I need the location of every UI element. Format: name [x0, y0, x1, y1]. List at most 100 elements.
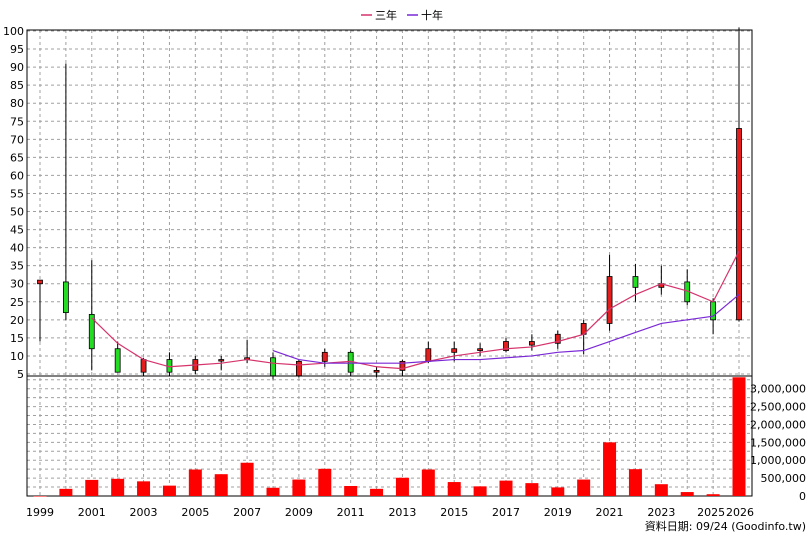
candle-body-2003	[140, 359, 147, 373]
price-tick-label: 40	[10, 242, 24, 255]
volume-tick-label: 0	[799, 490, 806, 503]
price-tick-label: 10	[10, 350, 24, 363]
candle-body-2014	[425, 348, 432, 362]
series-line-three-year	[91, 250, 740, 370]
year-tick-label: 2015	[440, 506, 468, 519]
price-tick-label: 70	[10, 133, 24, 146]
volume-bar-2012	[370, 488, 384, 496]
price-tick-label: 85	[10, 79, 24, 92]
chart-grid	[27, 30, 752, 496]
year-tick-label: 2011	[337, 506, 365, 519]
volume-bar-2016	[473, 486, 487, 496]
volume-tick-label: 2,000,000	[750, 418, 806, 431]
year-axis: 1999 2001 2003 2005 2007 2009 2011 2013 2015 2017…	[26, 506, 754, 519]
volume-tick-label: 1,500,000	[750, 436, 806, 449]
volume-bar-2005	[188, 469, 202, 496]
volume-bar-2018	[525, 483, 539, 496]
year-tick-label: 2023	[647, 506, 675, 519]
candle-body-2016	[477, 348, 484, 351]
price-tick-label: 65	[10, 151, 24, 164]
volume-bar-2019	[551, 487, 565, 496]
volume-bar-2003	[137, 481, 151, 496]
price-tick-label: 100	[3, 25, 24, 38]
volume-bar-2014	[421, 469, 435, 496]
volume-bar-2020	[577, 479, 591, 496]
year-tick-label: 1999	[26, 506, 54, 519]
volume-bar-2011	[344, 485, 358, 496]
candle-body-2022	[632, 276, 639, 288]
volume-bar-2024	[680, 492, 694, 496]
candle-body-2021	[606, 276, 613, 324]
price-tick-label: 45	[10, 224, 24, 237]
plot-border	[26, 29, 753, 497]
year-tick-label: 2017	[492, 506, 520, 519]
candle-body-2018	[528, 341, 535, 346]
volume-bar-2015	[447, 482, 461, 496]
price-tick-label: 15	[10, 332, 24, 345]
candle-body-1999	[37, 279, 43, 285]
volume-bar-2026	[732, 377, 746, 496]
volume-bars	[33, 377, 746, 497]
volume-tick-label: 500,000	[761, 472, 807, 485]
candle-body-2000	[62, 281, 69, 314]
candle-body-2013	[399, 360, 406, 371]
volume-bar-2017	[499, 480, 513, 496]
volume-bar-2002	[111, 478, 125, 496]
price-tick-label: 30	[10, 278, 24, 291]
volume-bar-2004	[162, 485, 176, 496]
legend: 三年 十年	[361, 8, 443, 22]
candle-body-2008	[270, 357, 276, 377]
footer-note: 資料日期: 09/24 (Goodinfo.tw)	[645, 519, 806, 533]
year-tick-label: 2003	[130, 506, 158, 519]
chart-frame	[26, 29, 753, 497]
candle-body-2017	[503, 341, 509, 351]
price-candles	[37, 27, 742, 380]
volume-bar-2023	[654, 484, 668, 496]
price-axis: 5 10 15 20 25 30 35 40 45 50 55 60 65 70 75 80 85 90 95 100	[3, 25, 24, 381]
volume-bar-2000	[59, 488, 73, 496]
candle-body-2006	[218, 359, 225, 362]
candle-body-2002	[114, 348, 121, 373]
volume-axis: 0 500,000 1,000,000 1,500,000 2,000,000 2,500…	[750, 383, 806, 503]
volume-bar-2013	[395, 477, 409, 496]
candle-body-2015	[451, 348, 458, 353]
price-tick-label: 90	[10, 61, 24, 74]
volume-tick-label: 1,000,000	[750, 454, 806, 467]
price-tick-label: 35	[10, 260, 24, 273]
volume-bar-2010	[318, 468, 332, 496]
year-tick-label: 2019	[544, 506, 572, 519]
volume-bar-2007	[240, 462, 254, 496]
candle-body-2009	[295, 360, 302, 377]
moving-average-lines	[91, 250, 740, 370]
candle-body-2001	[88, 314, 95, 350]
volume-bar-2022	[628, 469, 642, 496]
volume-bar-2021	[603, 442, 617, 496]
candle-body-2026	[736, 128, 742, 321]
volume-bar-2025	[706, 494, 720, 496]
price-tick-label: 80	[10, 97, 24, 110]
volume-tick-label: 3,000,000	[750, 383, 806, 396]
candle-body-2019	[554, 333, 561, 344]
candle-body-2025	[710, 301, 717, 321]
price-tick-label: 5	[17, 368, 24, 381]
price-tick-label: 25	[10, 296, 24, 309]
year-tick-label: 2007	[233, 506, 261, 519]
volume-bar-1999	[33, 496, 47, 497]
volume-tick-label: 2,500,000	[750, 401, 806, 414]
price-tick-label: 75	[10, 115, 24, 128]
candle-body-2010	[321, 351, 328, 362]
year-tick-label: 2021	[596, 506, 624, 519]
volume-bar-2006	[214, 474, 228, 496]
price-tick-label: 20	[10, 314, 24, 327]
legend-label-ten-year: 十年	[421, 8, 443, 22]
price-tick-label: 95	[10, 43, 24, 56]
candle-body-2012	[373, 369, 380, 373]
price-tick-label: 55	[10, 187, 24, 200]
year-tick-label: 2009	[285, 506, 313, 519]
year-tick-label: 2005	[181, 506, 209, 519]
volume-bar-2008	[266, 487, 280, 496]
volume-bar-2001	[85, 479, 99, 496]
year-tick-label: 2026	[726, 506, 754, 519]
price-tick-label: 50	[10, 206, 24, 219]
